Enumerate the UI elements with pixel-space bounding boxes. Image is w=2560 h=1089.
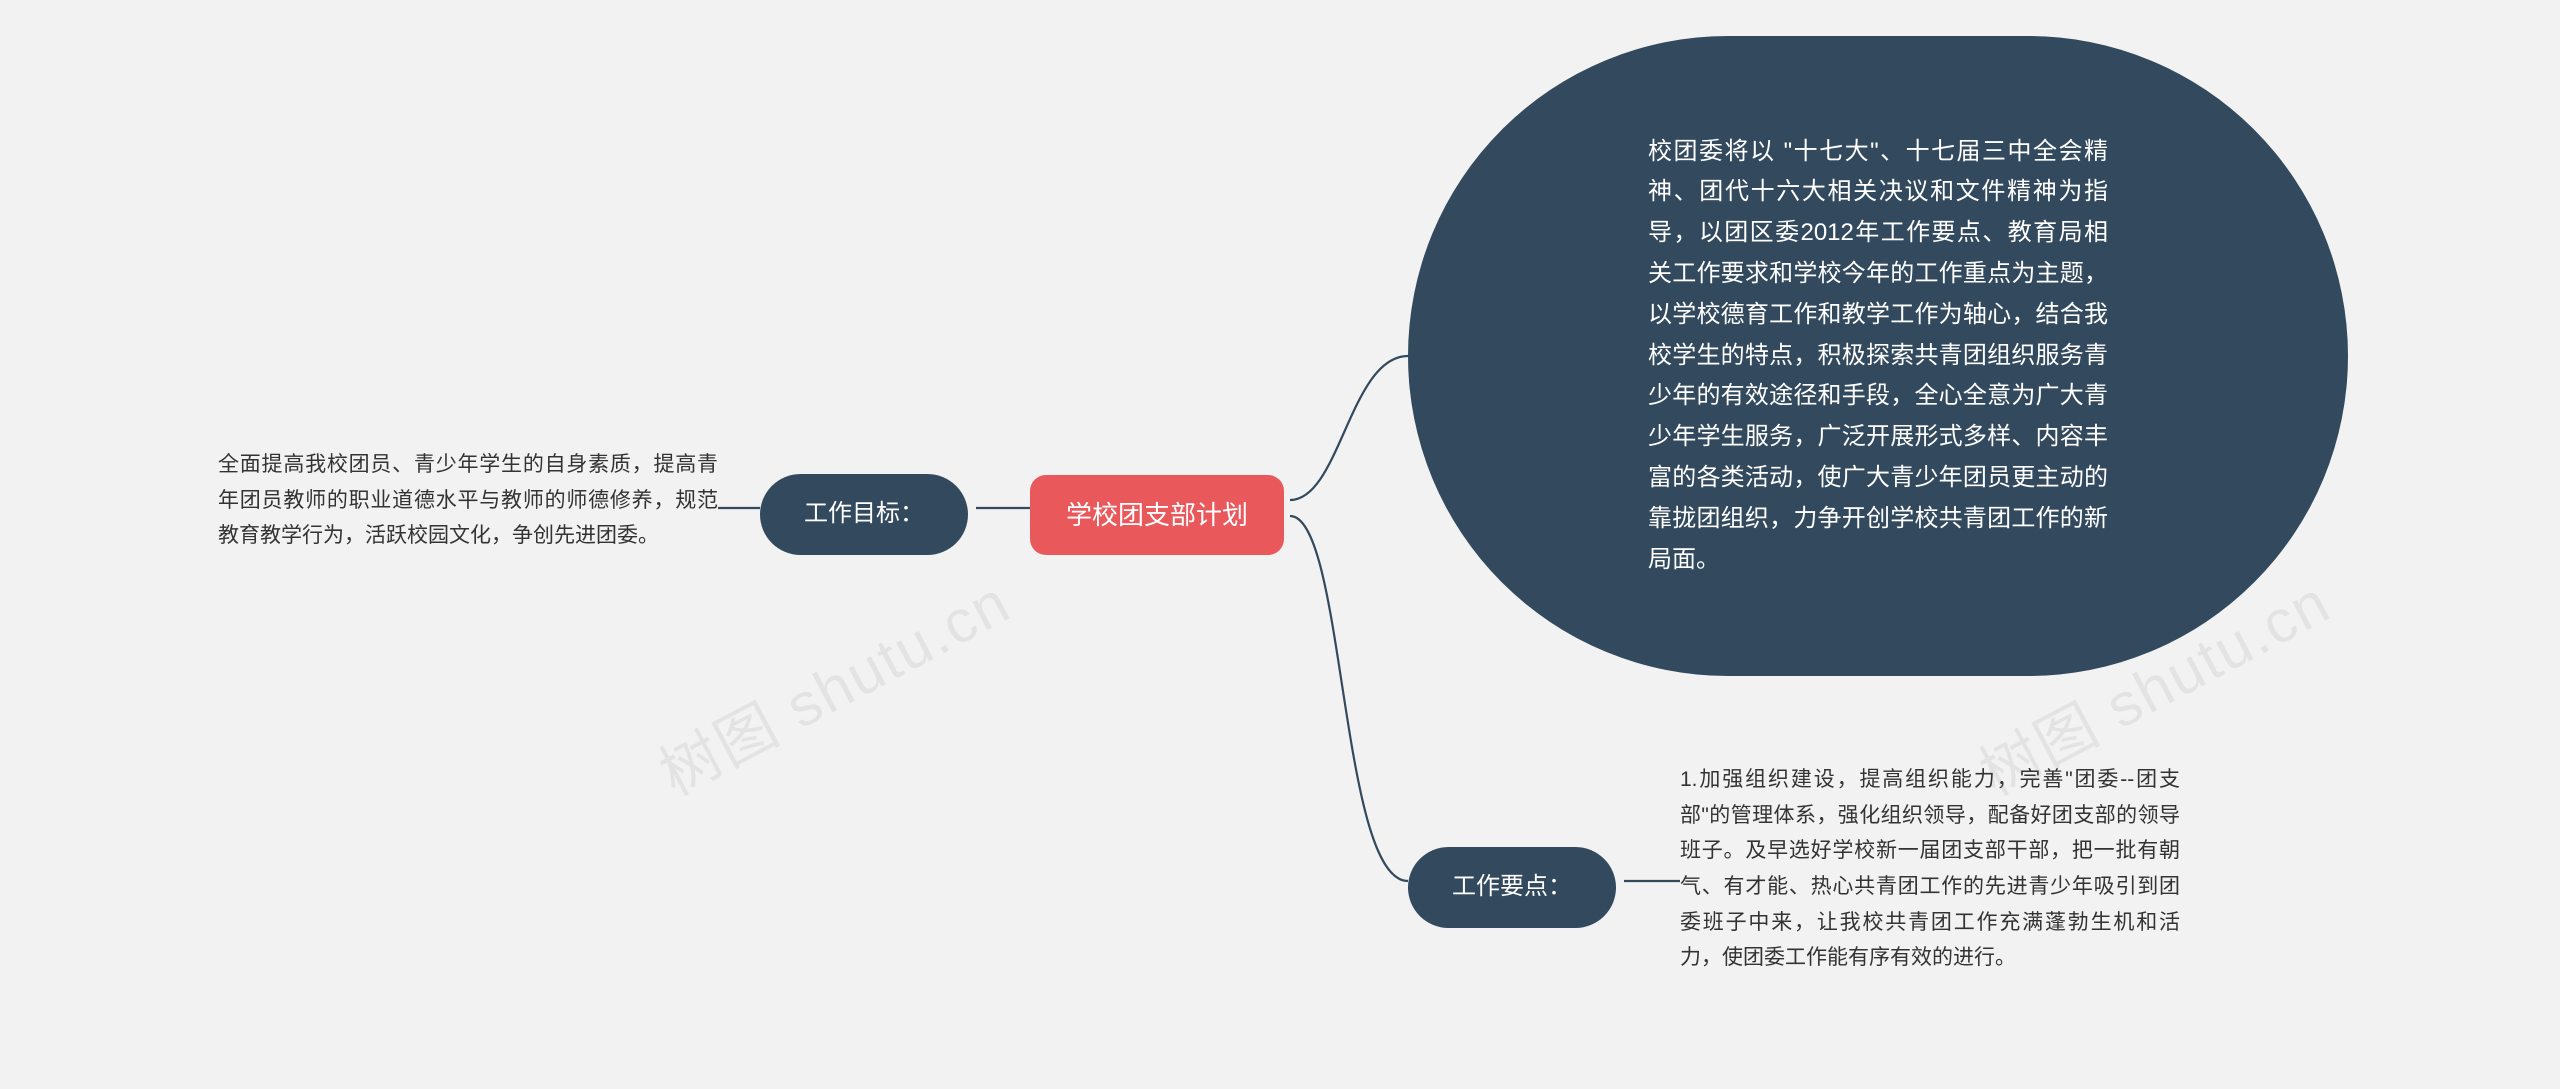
right-top-node: 校团委将以 "十七大"、十七届三中全会精神、团代十六大相关决议和文件精神为指导，… xyxy=(1408,36,2348,676)
left-goal-content: 全面提高我校团员、青少年学生的自身素质，提高青年团员教师的职业道德水平与教师的师… xyxy=(218,447,718,554)
right-bottom-text: 1.加强组织建设，提高组织能力，完善"团委--团支部"的管理体系，强化组织领导，… xyxy=(1680,762,2180,976)
right-bottom-content: 1.加强组织建设，提高组织能力，完善"团委--团支部"的管理体系，强化组织领导，… xyxy=(1680,762,2180,976)
center-label: 学校团支部计划 xyxy=(1066,493,1248,537)
right-bottom-label: 工作要点： xyxy=(1452,867,1572,908)
right-top-content: 校团委将以 "十七大"、十七届三中全会精神、团代十六大相关决议和文件精神为指导，… xyxy=(1648,138,2108,573)
left-goal-pill: 工作目标： xyxy=(760,474,968,555)
center-node: 学校团支部计划 xyxy=(1030,475,1284,555)
watermark: 树图 shutu.cn xyxy=(642,555,1023,813)
left-goal-text: 全面提高我校团员、青少年学生的自身素质，提高青年团员教师的职业道德水平与教师的师… xyxy=(218,447,718,554)
left-goal-label: 工作目标： xyxy=(804,494,924,535)
right-bottom-pill: 工作要点： xyxy=(1408,847,1616,928)
